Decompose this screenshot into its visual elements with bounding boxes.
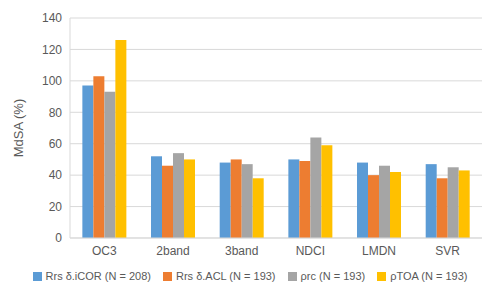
svg-text:120: 120 bbox=[42, 43, 62, 57]
svg-text:2band: 2band bbox=[156, 244, 189, 258]
svg-text:3band: 3band bbox=[225, 244, 258, 258]
html-text:Rrs δ.iCOR (N = 208): Rrs δ.iCOR (N = 208) bbox=[45, 270, 151, 282]
svg-text:MdSA (%): MdSA (%) bbox=[11, 99, 26, 158]
svg-text:LMDN: LMDN bbox=[362, 244, 396, 258]
html-text:ρrc (N = 193): ρrc (N = 193) bbox=[300, 270, 366, 282]
svg-text:SVR: SVR bbox=[435, 244, 460, 258]
svg-text:60: 60 bbox=[49, 137, 63, 151]
svg-text:100: 100 bbox=[42, 74, 62, 88]
svg-text:20: 20 bbox=[49, 200, 63, 214]
svg-text:0: 0 bbox=[55, 231, 62, 245]
html-text:ρTOA (N = 193): ρTOA (N = 193) bbox=[390, 270, 468, 282]
svg-text:80: 80 bbox=[49, 106, 63, 120]
svg-text:OC3: OC3 bbox=[92, 244, 117, 258]
svg-text:NDCI: NDCI bbox=[296, 244, 325, 258]
svg-text:40: 40 bbox=[49, 168, 63, 182]
html-text:Rrs δ.ACL (N = 193): Rrs δ.ACL (N = 193) bbox=[176, 270, 276, 282]
svg-text:140: 140 bbox=[42, 11, 62, 25]
